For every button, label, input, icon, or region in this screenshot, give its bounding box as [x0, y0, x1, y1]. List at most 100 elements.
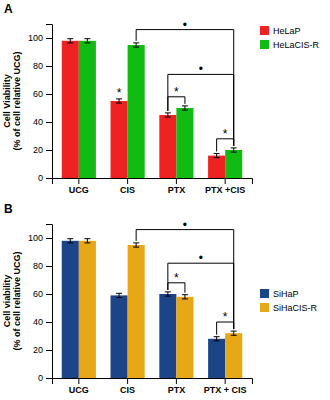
annotation: • — [183, 218, 187, 232]
tick: 20 — [33, 345, 52, 355]
legend-item: SiHaP — [260, 289, 299, 299]
tick-label: PTX — [168, 185, 186, 195]
tick-mark — [46, 122, 52, 123]
error-bar — [165, 292, 171, 296]
tick-mark — [46, 94, 52, 95]
tick-label: PTX — [168, 385, 186, 395]
y-axis-title-line: Cell Viability — [2, 74, 12, 127]
bar — [62, 41, 79, 178]
error-bar — [182, 295, 188, 299]
legend-label: HeLaCIS-R — [273, 40, 320, 50]
tick-label: 20 — [33, 145, 43, 155]
error-bar — [133, 243, 139, 247]
tick-mark — [46, 38, 52, 39]
error-bar — [182, 106, 188, 110]
tick-mark — [46, 178, 52, 179]
tick-mark — [176, 378, 177, 384]
legend-label: HeLaP — [273, 26, 301, 36]
legend-item: SiHaCIS-R — [260, 303, 318, 313]
bar — [79, 241, 96, 378]
bar — [128, 245, 145, 378]
annotation: * — [117, 86, 122, 100]
y-axis: 0 20 40 60 80 100 — [28, 225, 53, 384]
legend: HeLaP HeLaCIS-R — [260, 26, 320, 50]
axis-line — [53, 179, 253, 185]
bar — [208, 156, 225, 178]
tick-mark — [78, 378, 79, 384]
chart-root: 020406080100UCGCISPTXPTX +CIS***••Cell V… — [0, 0, 330, 400]
tick-label: 20 — [33, 345, 43, 355]
tick-label: 80 — [33, 61, 43, 71]
tick: 40 — [33, 117, 52, 127]
panel: 020406080100UCGCISPTXPTX + CIS**••Cell v… — [2, 202, 318, 395]
bracket — [168, 263, 234, 329]
tick-label: 40 — [33, 317, 43, 327]
x-axis: UCGCISPTXPTX +CIS — [53, 178, 253, 195]
series — [79, 241, 242, 378]
plot-area: 020406080100UCGCISPTXPTX + CIS**•• — [28, 218, 253, 396]
tick: 80 — [33, 61, 52, 71]
bar — [225, 150, 242, 178]
tick-label: 60 — [33, 89, 43, 99]
axis-line — [46, 25, 53, 179]
y-axis-title-line: (% of cell relative UCG) — [12, 251, 22, 350]
axis-line — [53, 379, 253, 385]
error-bar — [84, 39, 90, 43]
tick-label: 80 — [33, 261, 43, 271]
tick-mark — [127, 178, 128, 184]
plot-area: 020406080100UCGCISPTXPTX +CIS***•• — [28, 18, 253, 196]
bar — [79, 41, 96, 178]
tick-mark — [78, 178, 79, 184]
tick: 60 — [33, 89, 52, 99]
tick-label: 0 — [38, 373, 43, 383]
tick: UCG — [69, 378, 89, 395]
bar — [225, 333, 242, 378]
tick-mark — [176, 178, 177, 184]
legend-swatch — [260, 40, 269, 49]
legend-swatch — [260, 26, 269, 35]
tick: 60 — [33, 289, 52, 299]
error-bars — [84, 39, 236, 152]
tick: 0 — [38, 373, 52, 383]
bar — [176, 108, 193, 178]
bar — [128, 45, 145, 178]
tick-label: 40 — [33, 117, 43, 127]
legend-item: HeLaP — [260, 26, 301, 36]
error-bar — [231, 331, 237, 335]
x-axis: UCGCISPTXPTX + CIS — [53, 378, 253, 395]
tick-mark — [46, 150, 52, 151]
error-bar — [231, 148, 237, 152]
tick: 100 — [28, 233, 52, 243]
tick-mark — [46, 294, 52, 295]
tick-label: UCG — [69, 385, 89, 395]
bar — [111, 101, 128, 178]
tick: 40 — [33, 317, 52, 327]
tick: PTX — [168, 378, 186, 395]
tick-mark — [225, 378, 226, 384]
marks — [62, 239, 242, 378]
legend: SiHaP SiHaCIS-R — [260, 289, 318, 313]
annotation: * — [223, 127, 228, 141]
tick: 0 — [38, 173, 52, 183]
tick-label: 100 — [28, 233, 43, 243]
y-axis-title: Cell Viability(% of cell relative UCG) — [2, 51, 22, 150]
series — [62, 41, 225, 178]
bracket — [168, 74, 234, 145]
tick-mark — [46, 238, 52, 239]
tick-label: CIS — [120, 385, 135, 395]
error-bar — [165, 113, 171, 117]
tick-label: 60 — [33, 289, 43, 299]
error-bar — [67, 39, 73, 43]
axis-line — [46, 225, 53, 379]
error-bar — [133, 43, 139, 47]
panel: 020406080100UCGCISPTXPTX +CIS***••Cell V… — [2, 2, 320, 195]
annotation: • — [199, 251, 203, 265]
error-bar — [214, 337, 220, 341]
tick: PTX +CIS — [205, 178, 245, 195]
annotation: • — [199, 62, 203, 76]
error-bar — [214, 154, 220, 158]
error-bar — [67, 239, 73, 243]
figure: 020406080100UCGCISPTXPTX +CIS***••Cell V… — [0, 0, 330, 400]
y-axis: 020406080100 — [28, 25, 53, 184]
tick-label: UCG — [69, 185, 89, 195]
